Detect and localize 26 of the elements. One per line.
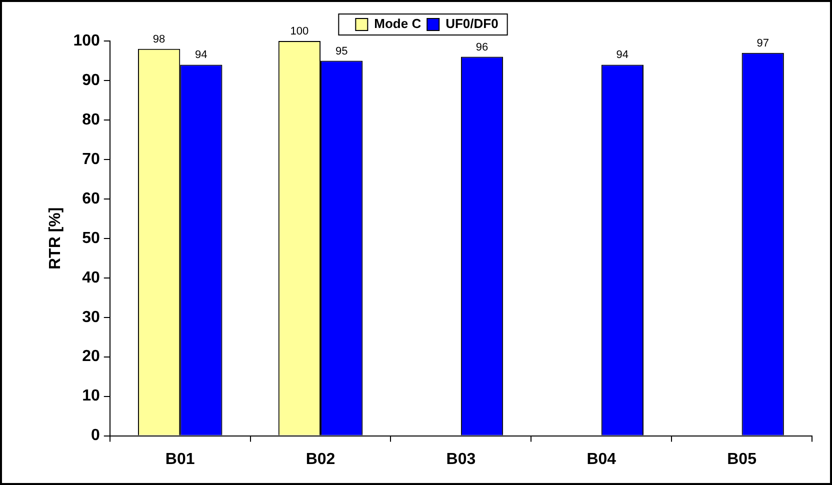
- data-label: 96: [476, 41, 488, 54]
- x-tick-label: B03: [446, 450, 476, 468]
- y-tick-label: 20: [82, 348, 100, 366]
- data-label: 100: [290, 26, 309, 38]
- y-tick-label: 80: [82, 111, 100, 128]
- y-tick-label: 70: [82, 150, 100, 168]
- data-label: 94: [616, 49, 629, 62]
- x-tick-label: B04: [586, 450, 616, 468]
- legend-label: Mode C: [374, 16, 422, 32]
- x-tick-label: B05: [727, 450, 757, 468]
- y-tick-label: 10: [82, 388, 100, 405]
- y-tick-label: 0: [90, 427, 100, 444]
- data-label: 98: [152, 33, 166, 46]
- y-tick-label: 50: [82, 230, 100, 247]
- x-tick-label: B01: [165, 450, 195, 468]
- y-tick-label: 60: [82, 190, 100, 208]
- y-tick-label: 30: [82, 308, 100, 326]
- data-label: 97: [756, 37, 769, 50]
- y-tick-label: 40: [82, 269, 100, 286]
- data-label: 94: [195, 49, 208, 62]
- y-tick-label: 100: [73, 32, 100, 50]
- y-tick-label: 90: [82, 72, 100, 89]
- x-tick-label: B02: [306, 450, 336, 468]
- data-label: 95: [335, 45, 348, 58]
- legend-label: UF0/DF0: [446, 16, 498, 32]
- y-axis-title: RTR [%]: [47, 207, 64, 270]
